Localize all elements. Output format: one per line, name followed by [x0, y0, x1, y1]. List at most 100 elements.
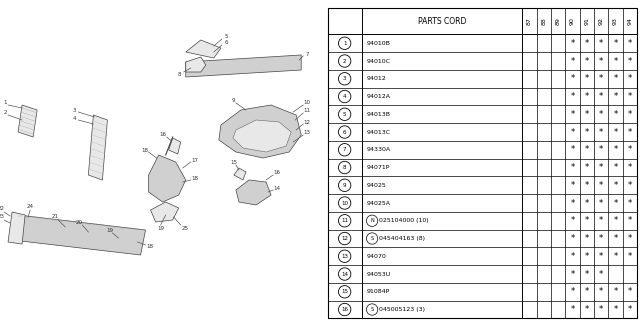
Text: 7: 7 [343, 147, 346, 152]
Text: 17: 17 [191, 157, 198, 163]
Text: 94013B: 94013B [367, 112, 390, 117]
Text: *: * [628, 92, 632, 101]
Polygon shape [12, 215, 145, 255]
Text: *: * [599, 234, 603, 243]
Text: 18: 18 [141, 148, 148, 153]
Text: *: * [613, 234, 618, 243]
Text: 92: 92 [598, 17, 604, 25]
Polygon shape [234, 168, 246, 180]
Text: 15: 15 [230, 159, 237, 164]
Circle shape [339, 144, 351, 156]
Text: *: * [628, 181, 632, 190]
Text: 18: 18 [191, 175, 198, 180]
Text: 13: 13 [304, 131, 311, 135]
Text: 4: 4 [343, 94, 346, 99]
Text: 94010B: 94010B [367, 41, 390, 46]
Text: 24: 24 [27, 204, 34, 210]
Text: *: * [599, 252, 603, 261]
Text: *: * [585, 92, 589, 101]
Text: 94053U: 94053U [367, 272, 390, 276]
Polygon shape [148, 155, 186, 202]
Text: 12: 12 [341, 236, 348, 241]
Circle shape [339, 285, 351, 298]
Polygon shape [186, 57, 206, 72]
Text: *: * [628, 163, 632, 172]
Text: 7: 7 [305, 52, 309, 57]
Circle shape [339, 37, 351, 50]
Text: *: * [599, 216, 603, 225]
Text: *: * [585, 198, 589, 207]
Circle shape [339, 90, 351, 103]
Polygon shape [88, 115, 108, 180]
Text: *: * [628, 198, 632, 207]
Text: *: * [599, 57, 603, 66]
Text: 21: 21 [52, 214, 59, 220]
Text: *: * [570, 181, 575, 190]
Text: 25: 25 [181, 227, 188, 231]
Text: *: * [585, 74, 589, 83]
Text: PARTS CORD: PARTS CORD [418, 17, 466, 26]
Text: 3: 3 [72, 108, 76, 113]
Text: 93: 93 [613, 17, 618, 25]
Text: 23: 23 [0, 214, 4, 220]
Text: 8: 8 [343, 165, 346, 170]
Text: 94010C: 94010C [367, 59, 390, 63]
Text: *: * [613, 145, 618, 154]
Polygon shape [8, 212, 25, 244]
Text: *: * [570, 57, 575, 66]
Text: *: * [599, 127, 603, 137]
Text: 20: 20 [76, 220, 83, 225]
Text: *: * [585, 234, 589, 243]
Text: *: * [570, 198, 575, 207]
Text: *: * [570, 110, 575, 119]
Text: 11: 11 [341, 218, 348, 223]
Circle shape [339, 126, 351, 138]
Text: 5: 5 [343, 112, 346, 117]
Text: *: * [599, 181, 603, 190]
Text: *: * [613, 74, 618, 83]
Text: 9: 9 [231, 98, 235, 102]
Text: 12: 12 [304, 119, 311, 124]
Text: *: * [585, 163, 589, 172]
Text: *: * [613, 92, 618, 101]
Circle shape [339, 268, 351, 280]
Text: 6: 6 [224, 41, 228, 45]
Text: 13: 13 [341, 254, 348, 259]
Text: 94330A: 94330A [367, 147, 390, 152]
Text: *: * [599, 74, 603, 83]
Text: *: * [599, 39, 603, 48]
Text: 9: 9 [343, 183, 346, 188]
Text: 19: 19 [106, 228, 113, 233]
Text: *: * [570, 269, 575, 278]
Text: *: * [613, 287, 618, 296]
Polygon shape [169, 138, 180, 154]
Text: 18: 18 [146, 244, 153, 250]
Text: *: * [599, 198, 603, 207]
Circle shape [339, 232, 351, 245]
Text: *: * [599, 110, 603, 119]
Text: *: * [585, 39, 589, 48]
Text: *: * [599, 305, 603, 314]
Text: *: * [585, 127, 589, 137]
Text: S: S [371, 307, 374, 312]
Text: *: * [628, 216, 632, 225]
Text: *: * [628, 127, 632, 137]
Text: *: * [613, 181, 618, 190]
Text: *: * [570, 39, 575, 48]
Polygon shape [18, 105, 37, 137]
Text: 94012: 94012 [367, 76, 386, 81]
Text: *: * [613, 163, 618, 172]
Text: 6: 6 [343, 130, 346, 134]
Text: *: * [599, 287, 603, 296]
Text: *: * [599, 269, 603, 278]
Text: 94071P: 94071P [367, 165, 390, 170]
Text: 94025: 94025 [367, 183, 386, 188]
Text: 94070: 94070 [367, 254, 386, 259]
Circle shape [339, 161, 351, 174]
Text: *: * [613, 39, 618, 48]
Text: *: * [599, 92, 603, 101]
Text: 16: 16 [274, 171, 280, 175]
Circle shape [339, 179, 351, 191]
Text: *: * [628, 145, 632, 154]
Text: *: * [570, 127, 575, 137]
